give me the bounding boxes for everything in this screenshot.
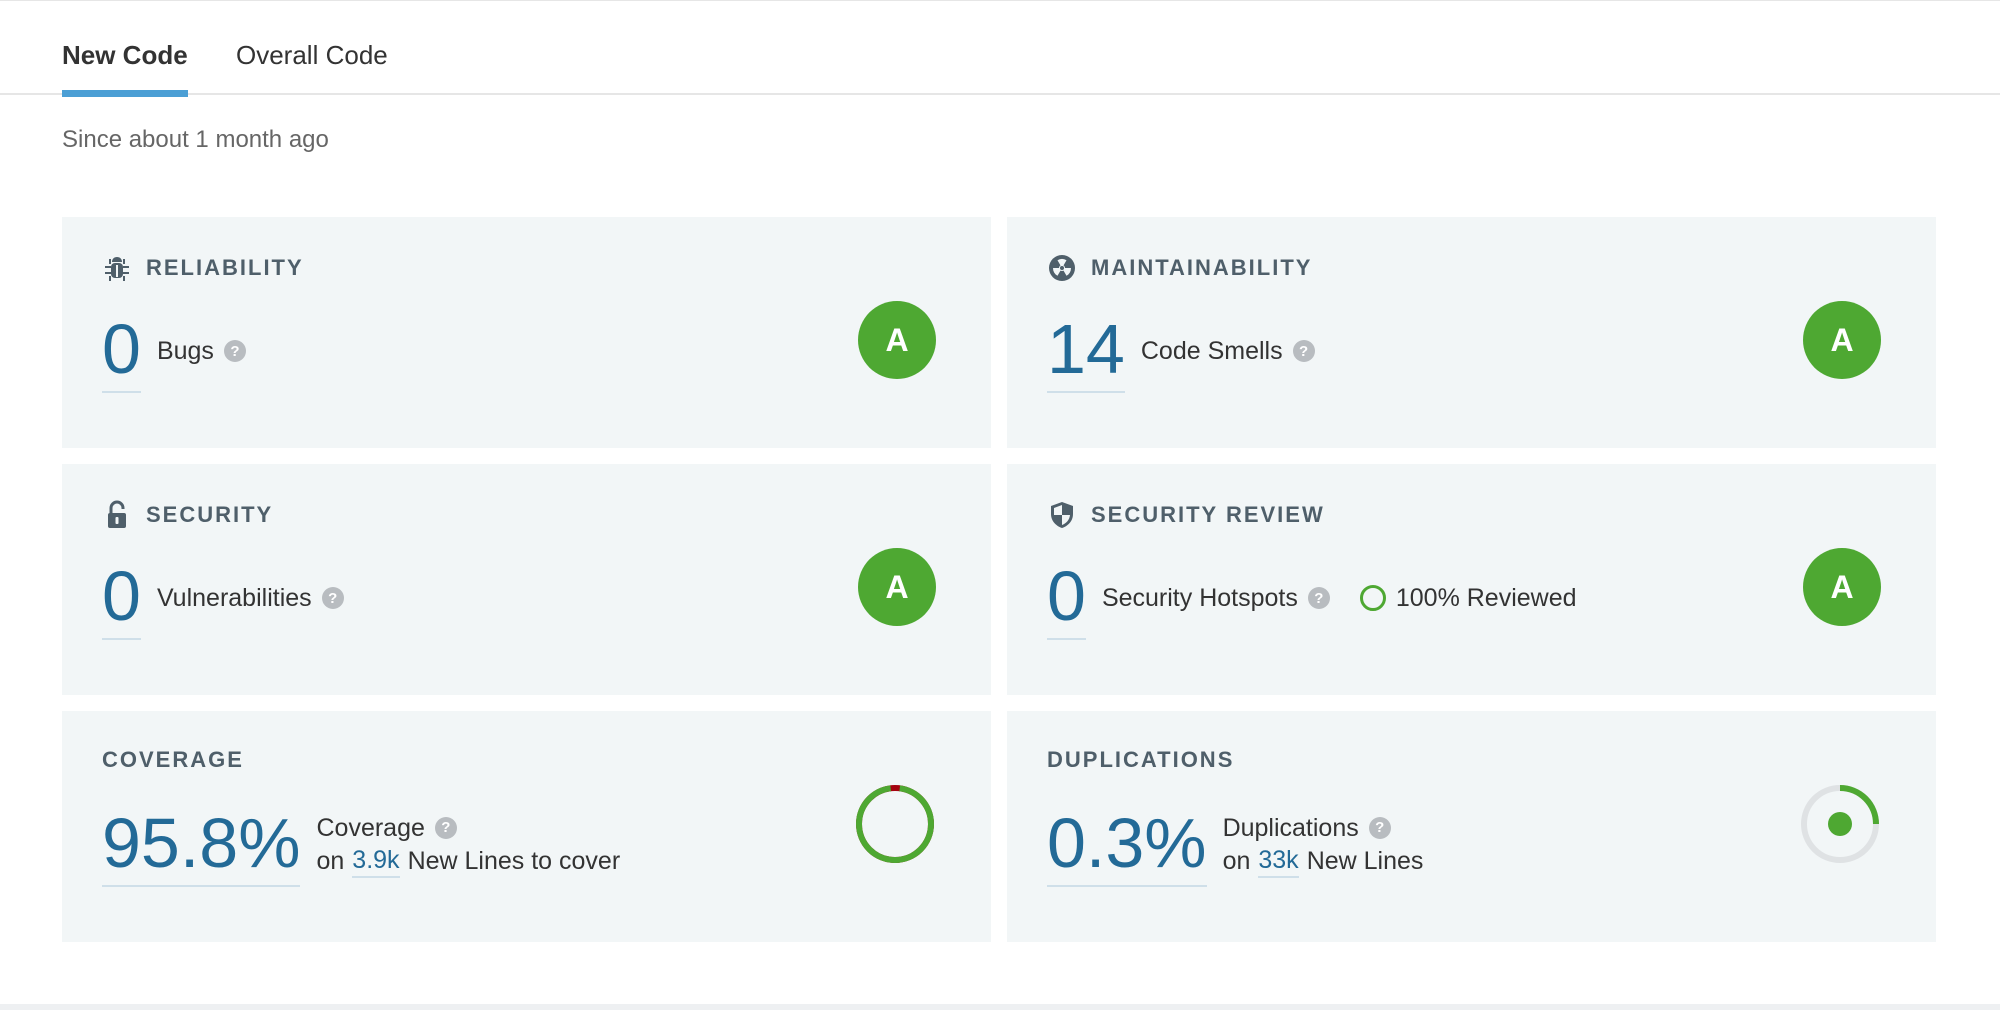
duplications-details: Duplications? on 33k New Lines: [1222, 812, 1424, 878]
coverage-header: COVERAGE: [102, 747, 244, 773]
coverage-details: Coverage? on 3.9k New Lines to cover: [316, 812, 620, 878]
reliability-header: RELIABILITY: [102, 253, 304, 283]
code-smells-count[interactable]: 14: [1047, 309, 1125, 393]
coverage-card: COVERAGE 95.8% Coverage? on 3.9k New Lines…: [62, 711, 991, 942]
help-icon[interactable]: ?: [321, 587, 344, 609]
code-smells-label: Code Smells?: [1141, 337, 1315, 366]
duplications-header: DUPLICATIONS: [1047, 747, 1234, 773]
reviewed-ring-icon: [1359, 585, 1386, 611]
hotspots-reviewed-text: 100% Reviewed: [1395, 583, 1577, 612]
coverage-metric: 95.8% Coverage? on 3.9k New Lines to cover: [102, 803, 620, 887]
card-title: DUPLICATIONS: [1047, 747, 1235, 772]
new-lines-link[interactable]: 33k: [1258, 844, 1299, 878]
reliability-card: RELIABILITY 0 Bugs? A: [62, 217, 991, 448]
security-card: SECURITY 0 Vulnerabilities? A: [62, 464, 991, 695]
radioactive-icon: [1047, 253, 1077, 283]
maintainability-rating[interactable]: A: [1803, 301, 1881, 379]
bottom-divider: [0, 1004, 2000, 1010]
maintainability-card: MAINTAINABILITY 14 Code Smells? A: [1007, 217, 1936, 448]
help-icon[interactable]: ?: [1292, 340, 1315, 362]
new-code-period: Since about 1 month ago: [62, 126, 329, 153]
covered-arc: [856, 785, 934, 863]
duplications-lines: on 33k New Lines: [1222, 844, 1424, 878]
tab-overall-code[interactable]: Overall Code: [236, 40, 388, 70]
on-text: on: [1222, 847, 1251, 875]
duplications-metric: 0.3% Duplications? on 33k New Lines: [1047, 803, 1423, 887]
coverage-lines: on 3.9k New Lines to cover: [316, 844, 620, 878]
security-hotspots-label-text: Security Hotspots: [1101, 583, 1298, 612]
reliability-rating[interactable]: A: [858, 301, 936, 379]
vulnerabilities-label: Vulnerabilities?: [157, 584, 344, 613]
help-icon[interactable]: ?: [223, 340, 246, 362]
duplications-card: DUPLICATIONS 0.3% Duplications? on 33k New…: [1007, 711, 1936, 942]
security-metric: 0 Vulnerabilities?: [102, 556, 344, 640]
card-title: RELIABILITY: [146, 255, 304, 280]
bugs-label: Bugs?: [157, 337, 246, 366]
lock-open-icon: [102, 500, 132, 530]
bugs-label-text: Bugs: [156, 336, 214, 365]
maintainability-header: MAINTAINABILITY: [1047, 253, 1312, 283]
hotspots-reviewed[interactable]: 100% Reviewed: [1359, 583, 1577, 613]
lines-to-cover-label: New Lines to cover: [407, 847, 621, 875]
code-smells-label-text: Code Smells: [1140, 336, 1283, 365]
vulnerabilities-label-text: Vulnerabilities: [156, 583, 312, 612]
maintainability-metric: 14 Code Smells?: [1047, 309, 1315, 393]
reliability-metric: 0 Bugs?: [102, 309, 246, 393]
duplications-value[interactable]: 0.3%: [1047, 803, 1207, 887]
card-title: COVERAGE: [102, 747, 244, 772]
help-icon[interactable]: ?: [1307, 587, 1330, 609]
coverage-label: Coverage?: [316, 812, 620, 844]
security-review-card: SECURITY REVIEW 0 Security Hotspots? 100…: [1007, 464, 1936, 695]
bug-icon: [102, 253, 132, 283]
duplications-arc: [1839, 785, 1879, 825]
tab-new-code[interactable]: New Code: [62, 40, 188, 97]
duplications-dot: [1828, 812, 1852, 836]
shield-icon: [1047, 500, 1077, 530]
help-icon[interactable]: ?: [434, 817, 457, 839]
duplications-label: Duplications?: [1223, 812, 1424, 844]
help-icon[interactable]: ?: [1368, 817, 1391, 839]
lines-to-cover-link[interactable]: 3.9k: [352, 844, 400, 878]
card-title: MAINTAINABILITY: [1091, 255, 1313, 280]
tab-bar: New Code Overall Code: [0, 0, 2000, 97]
on-text: on: [316, 847, 345, 875]
top-border: [0, 0, 2000, 1]
bugs-count[interactable]: 0: [102, 309, 141, 393]
security-hotspots-label: Security Hotspots?: [1102, 584, 1330, 613]
vulnerabilities-count[interactable]: 0: [102, 556, 141, 640]
coverage-donut: [856, 785, 934, 863]
coverage-value[interactable]: 95.8%: [102, 803, 301, 887]
duplications-label-text: Duplications: [1222, 814, 1359, 842]
security-hotspots-count[interactable]: 0: [1047, 556, 1086, 640]
security-rating[interactable]: A: [858, 548, 936, 626]
security-review-rating[interactable]: A: [1803, 548, 1881, 626]
card-title: SECURITY REVIEW: [1091, 502, 1325, 527]
coverage-label-text: Coverage: [316, 814, 425, 842]
card-title: SECURITY: [146, 502, 274, 527]
duplications-donut: [1801, 785, 1879, 863]
new-lines-label: New Lines: [1306, 847, 1424, 875]
security-review-metric: 0 Security Hotspots? 100% Reviewed: [1047, 556, 1577, 640]
security-header: SECURITY: [102, 500, 273, 530]
security-review-header: SECURITY REVIEW: [1047, 500, 1325, 530]
